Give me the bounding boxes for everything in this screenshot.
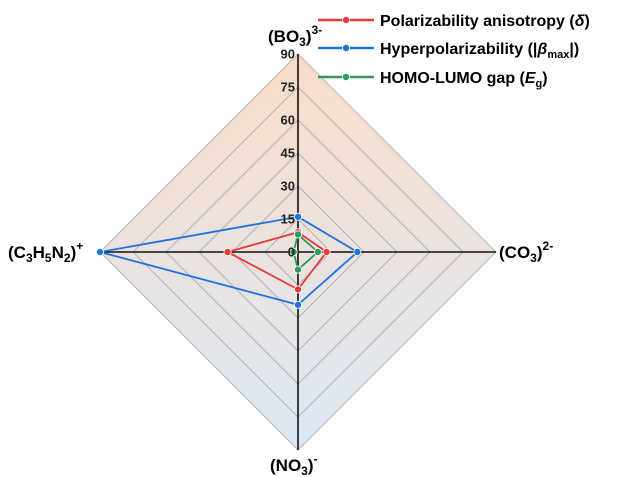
data-point [322,247,331,256]
data-point [293,230,302,239]
tick-label: 60 [281,113,295,128]
legend-label: Hyperpolarizability (|βmax|) [380,41,579,61]
series-1 [96,212,362,309]
tick-label: 75 [281,80,295,95]
data-point [293,212,302,221]
axis-label-right: (CO3)2- [499,239,553,265]
tick-label: 45 [281,146,295,161]
data-point [293,285,302,294]
data-point [293,265,302,274]
data-point [293,300,302,309]
legend-label: Polarizability anisotropy (δ) [380,13,590,30]
tick-label: 30 [281,179,295,194]
data-point [289,247,298,256]
tick-label: 15 [281,212,295,227]
tick-label: 90 [281,47,295,62]
legend-swatch-marker [341,73,350,82]
axis-label-left: (C3H5N2)+ [8,239,83,265]
data-point [313,247,322,256]
series-2 [289,230,322,274]
legend-item-2: HOMO-LUMO gap (Eg) [318,70,548,90]
legend-item-1: Hyperpolarizability (|βmax|) [318,41,579,61]
data-point [223,247,232,256]
legend-swatch-marker [341,15,350,24]
legend-label: HOMO-LUMO gap (Eg) [380,70,548,90]
legend-item-0: Polarizability anisotropy (δ) [318,13,590,30]
tick-label: 0 [288,245,295,260]
data-point [353,247,362,256]
data-point [96,247,105,256]
axis-label-top: (BO3)3- [268,23,322,49]
axis-label-bottom: (NO3)- [270,452,318,477]
legend-swatch-marker [341,44,350,53]
